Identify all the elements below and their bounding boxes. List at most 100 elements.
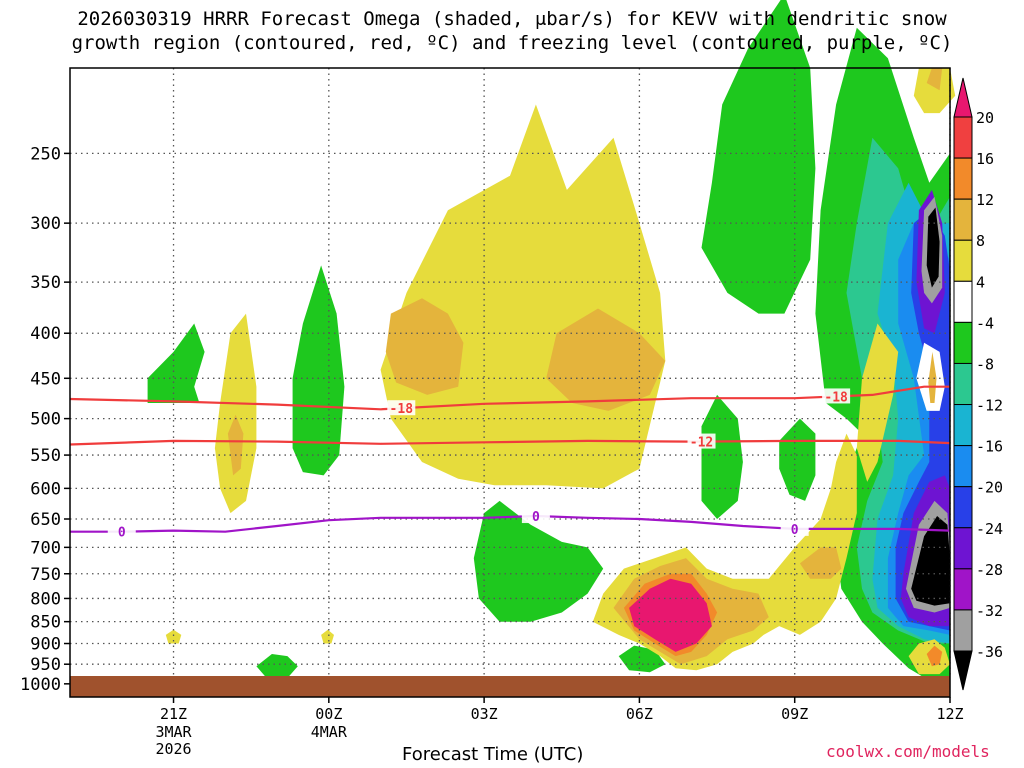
omega-region-orange-col-a xyxy=(227,414,244,476)
y-tick-label-700: 700 xyxy=(30,538,61,558)
x-tick-label-09Z: 09Z xyxy=(781,705,808,723)
colorbar-label-7: -12 xyxy=(976,397,1003,415)
plot-frame xyxy=(69,67,951,698)
y-tick-label-550: 550 xyxy=(30,446,61,466)
omega-region-orange-low-right xyxy=(799,547,842,579)
colorbar-label-5: -4 xyxy=(976,314,994,332)
y-tick-label-900: 900 xyxy=(30,635,61,655)
colorbar-box-3 xyxy=(953,239,973,282)
omega-region-orange-upper-mid-b xyxy=(546,308,666,411)
chart-title-line-2: growth region (contoured, red, ºC) and f… xyxy=(71,32,953,54)
dgz-minus-12-label-0: -12 xyxy=(690,436,713,451)
omega-region-orange-top-right xyxy=(926,68,943,91)
freezing-level-0-label-2: 0 xyxy=(791,523,799,538)
x-tick-sublabel2-21Z: 2026 xyxy=(155,740,191,758)
colorbar-box-1 xyxy=(953,157,973,200)
colorbar-label-0: 20 xyxy=(976,109,994,127)
freezing-level-0-label-bg-2 xyxy=(780,520,809,536)
omega-region-orange-upper-mid-a xyxy=(385,298,464,395)
y-tick-label-600: 600 xyxy=(30,479,61,499)
y-tick-label-800: 800 xyxy=(30,589,61,609)
freezing-level-0-label-0: 0 xyxy=(118,526,126,541)
omega-region-green-low-mid xyxy=(701,394,743,519)
dgz-minus-18-label-0: -18 xyxy=(390,402,414,417)
omega-region-black-lower-core xyxy=(911,516,950,606)
colorbar-label-13: -36 xyxy=(976,643,1003,661)
colorbar-box-9 xyxy=(953,486,973,529)
omega-region-green-col-b xyxy=(292,265,345,476)
colorbar-label-9: -20 xyxy=(976,479,1003,497)
omega-region-yellow-dot-b xyxy=(321,629,334,644)
y-tick-label-300: 300 xyxy=(30,214,61,234)
y-tick-label-450: 450 xyxy=(30,369,61,389)
omega-region-red-bottom-right xyxy=(926,645,943,667)
gridlines xyxy=(70,68,951,676)
omega-region-green-bottom-a xyxy=(256,654,298,679)
colorbar-label-4: 4 xyxy=(976,273,985,291)
colorbar-box-11 xyxy=(953,568,973,611)
colorbar-box-0 xyxy=(953,116,973,159)
y-tick-label-650: 650 xyxy=(30,510,61,530)
x-tick-sublabel1-00Z: 4MAR xyxy=(311,723,348,741)
colorbar-box-4 xyxy=(953,280,973,323)
y-tick-label-750: 750 xyxy=(30,565,61,585)
dgz-minus-18-label-1: -18 xyxy=(824,390,848,405)
omega-region-black-upper-core xyxy=(926,207,940,288)
x-tick-label-06Z: 06Z xyxy=(626,705,653,723)
colorbar-label-8: -16 xyxy=(976,438,1003,456)
dgz-minus-18-label-bg-0 xyxy=(387,400,416,416)
colorbar-label-11: -28 xyxy=(976,561,1003,579)
colorbar-box-2 xyxy=(953,198,973,241)
omega-region-green-bottom-b xyxy=(618,645,666,673)
colorbar-label-2: 12 xyxy=(976,191,994,209)
omega-region-green-upper-right xyxy=(701,0,816,314)
y-tick-label-950: 950 xyxy=(30,655,61,675)
x-tick-label-21Z: 21Z xyxy=(160,705,187,723)
colorbar-top-triangle xyxy=(953,77,973,118)
x-axis-label: Forecast Time (UTC) xyxy=(402,744,584,765)
colorbar-box-8 xyxy=(953,445,973,488)
omega-region-orange-right-hole xyxy=(928,351,937,403)
freezing-level-0-label-bg-0 xyxy=(107,523,136,539)
freezing-level-0-label-1: 0 xyxy=(532,510,540,525)
x-tick-sublabel1-21Z: 3MAR xyxy=(155,723,192,741)
chart-title-line-1: 2026030319 HRRR Forecast Omega (shaded, … xyxy=(77,8,947,30)
omega-region-yellow-dot-a xyxy=(165,629,182,644)
colorbar-label-6: -8 xyxy=(976,355,994,373)
y-tick-label-250: 250 xyxy=(30,144,61,164)
colorbar-label-1: 16 xyxy=(976,150,994,168)
y-tick-label-500: 500 xyxy=(30,410,61,430)
y-tick-label-850: 850 xyxy=(30,613,61,633)
omega-shading-layer xyxy=(147,0,956,684)
y-tick-label-1000: 1000 xyxy=(20,675,61,695)
omega-region-green-col-a xyxy=(147,323,205,403)
omega-region-magenta-low-main xyxy=(629,578,712,652)
colorbar-label-12: -32 xyxy=(976,602,1003,620)
y-tick-label-400: 400 xyxy=(30,324,61,344)
axes: 2503003504004505005506006507007508008509… xyxy=(20,67,964,758)
credit-link[interactable]: coolwx.com/models xyxy=(826,742,990,761)
colorbar-box-7 xyxy=(953,404,973,447)
omega-region-green-low-left xyxy=(473,500,604,622)
colorbar-label-3: 8 xyxy=(976,232,985,250)
dgz-minus-18-line xyxy=(69,385,950,411)
x-tick-label-12Z: 12Z xyxy=(936,705,963,723)
omega-region-yellow-top-right xyxy=(913,68,956,114)
freezing-level-0-label-bg-1 xyxy=(521,508,550,524)
omega-region-yellow-col-a xyxy=(214,313,257,514)
colorbar-box-12 xyxy=(953,609,973,652)
y-tick-label-350: 350 xyxy=(30,273,61,293)
omega-region-green-small-a xyxy=(779,418,816,501)
colorbar: 20 16 12 8 4 -4 -8 -12 -16 -20 -24 -28 -32 -36 xyxy=(953,77,1003,691)
colorbar-bottom-triangle xyxy=(953,650,973,691)
ground-surface xyxy=(70,676,950,697)
colorbar-box-6 xyxy=(953,362,973,406)
x-tick-label-03Z: 03Z xyxy=(471,705,498,723)
dgz-minus-12-label-bg-0 xyxy=(687,433,716,449)
dgz-minus-12-line xyxy=(69,439,951,446)
contour-lines: -18 -18 -12 0 0 0 xyxy=(69,385,951,541)
x-tick-label-00Z: 00Z xyxy=(315,705,342,723)
omega-region-yellow-right-rim xyxy=(856,323,899,482)
colorbar-box-5 xyxy=(953,321,973,364)
colorbar-box-10 xyxy=(953,527,973,570)
